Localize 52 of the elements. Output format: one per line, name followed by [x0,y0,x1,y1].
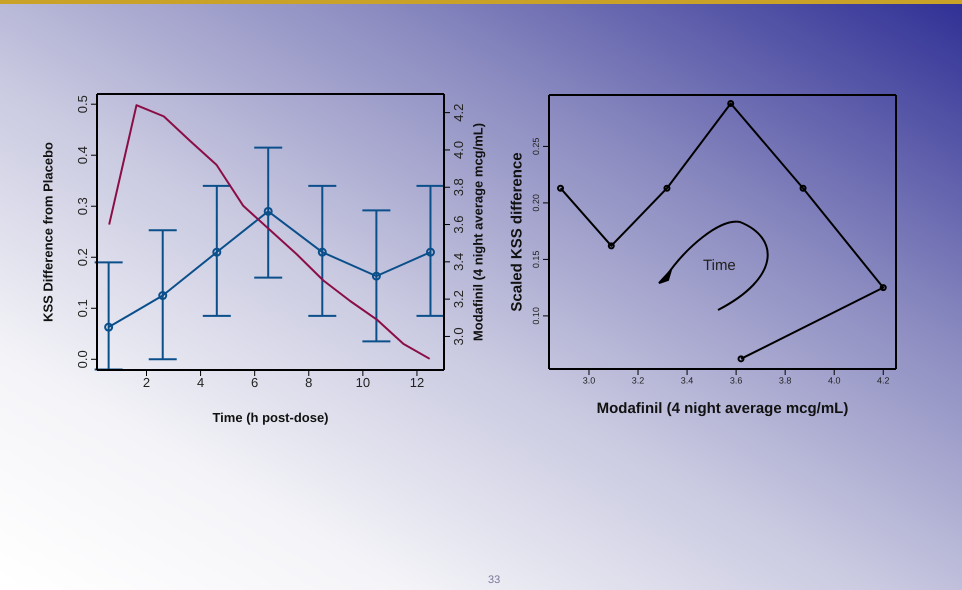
x-axis-title: Modafinil (4 night average mcg/mL) [596,400,848,417]
x-tick-label: 4.0 [828,375,840,386]
x-tick-label: 3.4 [680,375,694,386]
point [738,355,745,362]
x-tick-label: 8 [305,375,312,390]
point [158,291,168,300]
point [318,248,327,257]
y-tick-label: 0.20 [531,194,541,212]
point [663,184,670,192]
point [557,184,564,192]
y2-tick-label: 3.2 [451,290,466,308]
point [800,184,807,192]
y-tick-label: 0.25 [531,138,541,156]
y-axis-title: KSS Difference from Placebo [40,142,56,322]
x-tick-label: 4 [196,375,204,390]
point [104,322,114,332]
y-tick-label: 0.3 [75,197,90,216]
y2-tick-label: 3.8 [451,178,466,196]
x-tick-label: 3.2 [632,375,644,386]
y2-tick-label: 3.4 [451,252,466,271]
point [212,248,222,257]
line-series [108,104,431,360]
y-tick-label: 0.1 [75,299,90,318]
x-tick-label: 4.2 [876,375,890,386]
point [608,242,615,250]
y-axis-title: Scaled KSS difference [508,152,526,312]
y2-tick-label: 4.0 [451,140,466,159]
x-tick-label: 3.8 [778,375,792,386]
y2-tick-label: 4.2 [451,104,466,122]
y2-tick-label: 3.0 [451,327,466,346]
point [426,248,435,257]
point [264,206,273,216]
y2-tick-label: 3.6 [451,216,466,234]
x-axis-title: Time (h post-dose) [212,410,329,425]
text: 33 [488,574,500,586]
y-tick-label: 0.2 [75,248,90,266]
x-tick-label: 10 [356,375,370,390]
point [880,284,887,292]
annotation: Time [703,257,736,274]
y-tick-label: 0.4 [75,146,90,164]
y2-axis-title: Modafinil (4 night average mcg/mL) [470,122,486,342]
point [372,272,381,281]
x-tick-label: 12 [410,375,424,390]
x-tick-label: 2 [142,375,150,390]
x-tick-label: 3.0 [582,375,596,386]
y-tick-label: 0.15 [531,250,541,268]
y-tick-label: 0.10 [531,307,541,325]
x-tick-label: 6 [251,375,258,390]
y-tick-label: 0.0 [75,350,90,368]
x-tick-label: 3.6 [730,375,742,386]
y-tick-label: 0.5 [75,95,90,114]
point [727,100,734,107]
